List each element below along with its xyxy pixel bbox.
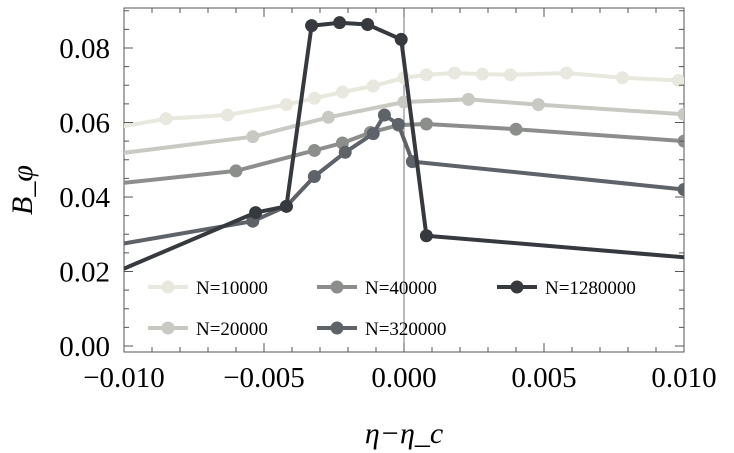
data-point: [391, 117, 405, 131]
series-n-1280000: [124, 16, 684, 271]
y-tick-label: 0.06: [59, 108, 110, 140]
data-point: [321, 110, 335, 124]
data-point: [333, 16, 347, 30]
series-line: [124, 20, 684, 271]
data-point: [461, 92, 475, 106]
x-axis-label: η−η_c: [365, 417, 443, 450]
legend-item: N=10000: [148, 278, 268, 299]
legend-item: N=320000: [317, 319, 446, 340]
legend-item: N=1280000: [497, 278, 636, 299]
legend-swatch-marker: [330, 321, 344, 335]
data-point: [229, 164, 243, 178]
data-point: [677, 183, 684, 197]
data-point: [307, 91, 321, 105]
x-tick-label: −0.005: [223, 362, 305, 394]
data-point: [335, 85, 349, 99]
data-point: [671, 73, 684, 87]
axis-ticks: −0.010 −0.005 0.000 0.005 0.010 0.00 0.02 0.04 0…: [59, 8, 717, 394]
data-point: [361, 18, 375, 32]
y-tick-label: 0.08: [59, 33, 110, 65]
data-point: [419, 229, 433, 243]
legend: N=10000 N=40000 N=1280000 N=20000 N=320000: [148, 278, 636, 340]
data-point: [394, 32, 408, 46]
data-point: [509, 122, 523, 136]
data-point: [377, 108, 391, 122]
data-point: [419, 117, 433, 131]
data-point: [366, 127, 380, 141]
legend-label: N=320000: [365, 319, 446, 340]
data-point: [419, 68, 433, 82]
series-line: [124, 122, 684, 185]
legend-swatch-marker: [330, 280, 344, 294]
data-point: [249, 206, 263, 220]
data-point: [475, 67, 489, 81]
x-tick-label: 0.005: [511, 362, 576, 394]
data-point: [307, 170, 321, 184]
legend-swatch-marker: [161, 321, 175, 335]
series-n-10000: [124, 66, 684, 129]
x-tick-label: 0.000: [371, 362, 436, 394]
data-point: [305, 19, 319, 33]
data-point: [677, 107, 684, 121]
series-group: [124, 16, 684, 271]
data-point: [307, 143, 321, 157]
legend-swatch-marker: [510, 280, 524, 294]
data-point: [559, 66, 573, 80]
legend-label: N=20000: [196, 319, 268, 340]
data-point: [447, 66, 461, 80]
data-point: [246, 130, 260, 144]
series-n-20000: [124, 92, 684, 155]
y-axis-label: B_φ: [6, 165, 39, 215]
data-point: [615, 71, 629, 85]
legend-label: N=10000: [196, 278, 268, 299]
legend-label: N=1280000: [545, 278, 636, 299]
series-line: [124, 113, 684, 246]
legend-swatch-marker: [161, 280, 175, 294]
data-point: [531, 98, 545, 112]
series-n-320000: [124, 108, 684, 246]
data-point: [159, 112, 173, 126]
data-point: [338, 145, 352, 159]
y-tick-label: 0.00: [59, 331, 110, 363]
data-point: [503, 68, 517, 82]
legend-label: N=40000: [365, 278, 437, 299]
data-point: [279, 199, 293, 213]
y-tick-label: 0.04: [59, 182, 110, 214]
x-tick-label: 0.010: [651, 362, 716, 394]
x-tick-label: −0.010: [83, 362, 165, 394]
data-point: [279, 98, 293, 112]
legend-item: N=20000: [148, 319, 268, 340]
data-point: [221, 108, 235, 122]
data-point: [366, 79, 380, 93]
legend-item: N=40000: [317, 278, 437, 299]
y-tick-label: 0.02: [59, 257, 110, 289]
